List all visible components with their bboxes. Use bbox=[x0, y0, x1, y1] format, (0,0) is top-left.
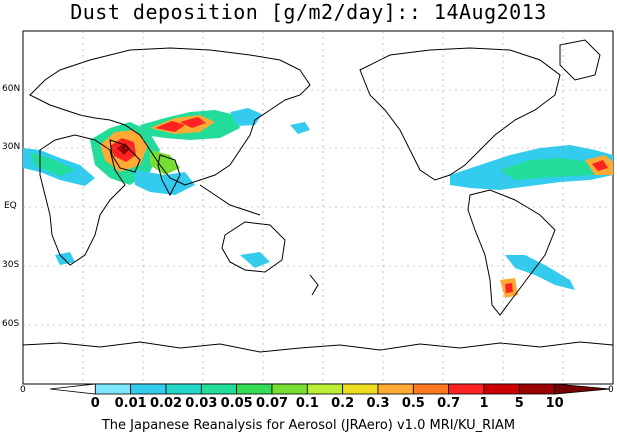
lat-label-30s: 30S bbox=[2, 260, 20, 270]
colorbar-segment-10 bbox=[412, 383, 450, 395]
colorbar-tick-label: 0 bbox=[90, 396, 100, 411]
colorbar-tick-label: 0.1 bbox=[295, 396, 319, 411]
lat-label-60s: 60S bbox=[2, 319, 20, 329]
coastline-north-america bbox=[359, 47, 561, 181]
colorbar-segment-4 bbox=[200, 383, 238, 395]
colorbar-segment-5 bbox=[236, 383, 273, 395]
colorbar-tick-label: 0.7 bbox=[437, 396, 461, 411]
colorbar-right-end-label: 0 bbox=[608, 385, 614, 395]
colorbar-tick-label: 5 bbox=[514, 396, 524, 411]
dust-plume-atlantic-inner bbox=[500, 158, 610, 180]
credit-line: The Japanese Reanalysis for Aerosol (JRA… bbox=[101, 418, 516, 433]
colorbar-left-end-label: 0 bbox=[20, 385, 26, 395]
colorbar-tick-label: 1 bbox=[479, 396, 489, 411]
colorbar-tick-label: 0.03 bbox=[185, 396, 218, 411]
dust-plume-argentina-core bbox=[505, 283, 513, 293]
colorbar-segment-3 bbox=[165, 383, 202, 395]
coastline-australia bbox=[221, 221, 286, 273]
lat-label-60n: 60N bbox=[2, 84, 21, 94]
grid-lines bbox=[23, 31, 613, 384]
colorbar-tick-label: 0.07 bbox=[255, 396, 289, 411]
colorbar-segment-7 bbox=[306, 383, 344, 395]
dust-plume-taklimakan-core bbox=[155, 121, 185, 132]
colorbar bbox=[49, 383, 611, 395]
dust-plume-north-pacific bbox=[290, 122, 310, 134]
colorbar-tick-label: 10 bbox=[545, 396, 564, 411]
colorbar-tick-label: 0.5 bbox=[401, 396, 425, 411]
coastline-eurasia bbox=[29, 47, 311, 186]
lat-label-30n: 30N bbox=[2, 142, 21, 152]
colorbar-segment-8 bbox=[342, 383, 379, 395]
colorbar-segment-1 bbox=[94, 383, 132, 395]
colorbar-segment-2 bbox=[130, 383, 167, 395]
coastline-south-america bbox=[467, 189, 556, 316]
colorbar-tick-label: 0.02 bbox=[149, 396, 183, 411]
colorbar-tick-label: 0.2 bbox=[331, 396, 355, 411]
colorbar-segment-11 bbox=[448, 383, 485, 395]
colorbar-segment-14 bbox=[554, 383, 611, 395]
colorbar-tick-label: 0.01 bbox=[114, 396, 147, 411]
dust-plume-arabian-sea bbox=[135, 170, 195, 195]
dust-plume-arabia-peak bbox=[117, 143, 130, 155]
colorbar-segment-12 bbox=[483, 383, 520, 395]
colorbar-segment-6 bbox=[271, 383, 308, 395]
dust-plume-taklimakan-core2 bbox=[180, 117, 206, 128]
colorbar-segment-0 bbox=[49, 383, 96, 395]
colorbar-tick-label: 0.05 bbox=[220, 396, 253, 411]
coastline-arabia bbox=[109, 139, 141, 173]
coastline-antarctica bbox=[22, 341, 614, 353]
coastline-africa bbox=[39, 134, 126, 266]
dust-plume-india bbox=[150, 150, 180, 175]
map-title: Dust deposition [g/m2/day]:: 14Aug2013 bbox=[70, 0, 547, 24]
dust-plume-patagonia bbox=[505, 255, 575, 290]
dust-plume-australia bbox=[240, 252, 270, 268]
coastline-greenland bbox=[559, 39, 601, 81]
colorbar-tick-label: 0.3 bbox=[366, 396, 390, 411]
map-frame bbox=[22, 30, 614, 385]
coastline-india bbox=[157, 154, 181, 197]
colorbar-segment-13 bbox=[518, 383, 556, 395]
dust-plume-sahara-west-inner bbox=[30, 152, 75, 176]
dust-plumes bbox=[23, 108, 613, 298]
coastline-se-asia bbox=[199, 184, 261, 216]
dust-plume-west-africa-core bbox=[592, 160, 608, 171]
lat-label-eq: EQ bbox=[4, 201, 17, 211]
coastline-new-zealand bbox=[309, 274, 319, 296]
colorbar-segment-9 bbox=[377, 383, 414, 395]
coastlines bbox=[22, 39, 614, 353]
